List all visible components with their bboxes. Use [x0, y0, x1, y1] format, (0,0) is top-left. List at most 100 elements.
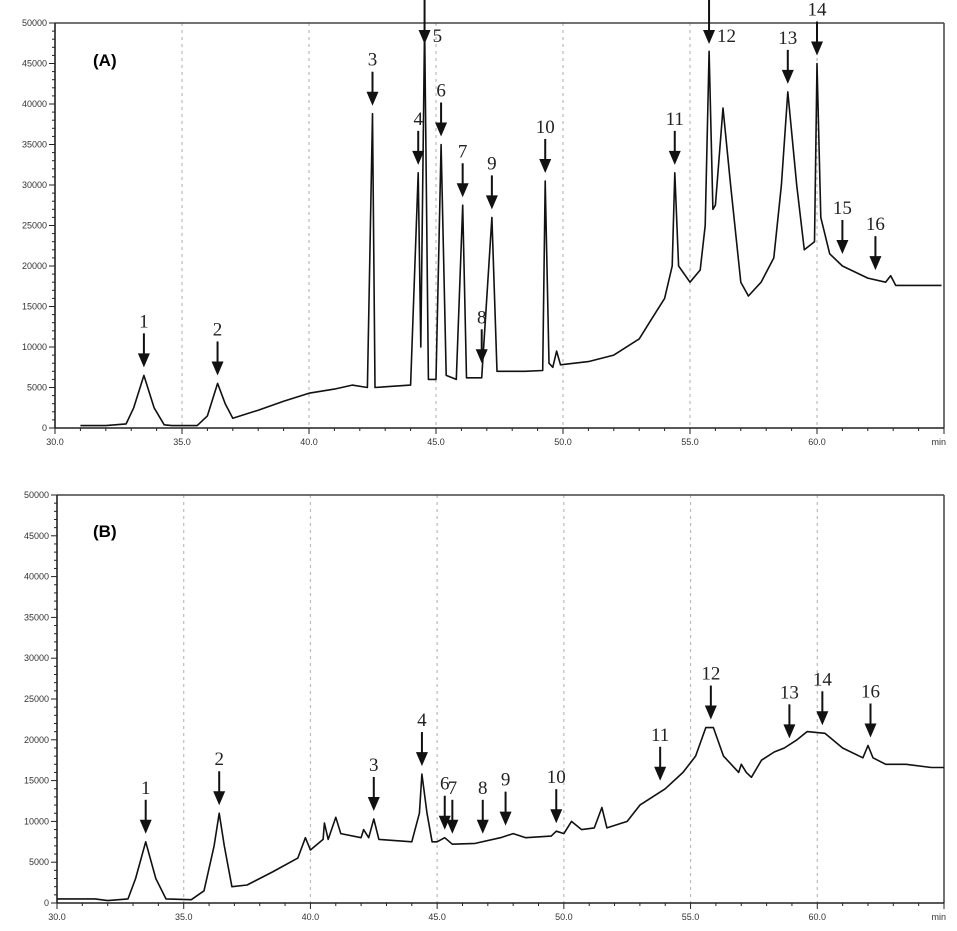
peak-arrow-head-icon [704, 705, 717, 720]
peak-arrow-head-icon [485, 195, 498, 210]
y-tick-label: 5000 [27, 383, 47, 393]
x-tick-label: 55.0 [681, 437, 699, 447]
peak-label: 12 [701, 664, 720, 685]
peak-arrow-head-icon [438, 815, 451, 830]
y-tick-label: 40000 [24, 572, 49, 582]
y-tick-label: 15000 [22, 302, 47, 312]
peak-label: 6 [436, 81, 446, 102]
y-tick-label: 25000 [24, 694, 49, 704]
peak-label: 1 [139, 311, 149, 332]
peak-label: 3 [369, 755, 379, 776]
y-tick-label: 15000 [24, 776, 49, 786]
x-tick-label: 50.0 [555, 912, 573, 922]
peak-label: 14 [808, 0, 828, 21]
y-tick-label: 25000 [22, 221, 47, 231]
x-tick-label: 55.0 [682, 912, 700, 922]
peak-label: 16 [861, 682, 880, 703]
peak-arrow-head-icon [781, 69, 794, 84]
y-tick-label: 20000 [22, 261, 47, 271]
peak-label: 6 [440, 774, 450, 795]
x-tick-label: 60.0 [808, 437, 826, 447]
peak-label: 8 [478, 778, 488, 799]
peak-arrow-head-icon [213, 791, 226, 806]
peak-arrow-head-icon [654, 766, 667, 781]
peak-arrow-head-icon [415, 752, 428, 767]
x-tick-label: 50.0 [554, 437, 572, 447]
chromatogram-trace [57, 726, 944, 902]
x-axis-unit-label: min [931, 437, 946, 447]
peak-label: 13 [780, 682, 799, 703]
peak-arrow-head-icon [475, 349, 488, 364]
peak-arrow-head-icon [869, 256, 882, 271]
peak-arrow-head-icon [783, 724, 796, 739]
x-tick-label: 30.0 [46, 437, 64, 447]
peak-label: 11 [651, 725, 669, 746]
chromatogram-panel-b: 0 5000 10000 15000 20000 25000 30000 35000 40000… [24, 490, 946, 922]
y-tick-label: 45000 [22, 59, 47, 69]
y-tick-label: 45000 [24, 531, 49, 541]
peak-arrow-head-icon [836, 239, 849, 254]
peak-arrow-head-icon [435, 122, 448, 137]
peak-arrow-head-icon [412, 150, 425, 165]
peak-label: 10 [536, 117, 555, 138]
x-axis-unit-label: min [931, 912, 946, 922]
x-tick-label: 45.0 [428, 912, 446, 922]
peak-arrow-head-icon [499, 811, 512, 826]
panel-label: (B) [93, 522, 117, 541]
y-tick-label: 40000 [22, 99, 47, 109]
peak-label: 11 [666, 109, 684, 130]
peak-arrow-head-icon [211, 361, 224, 376]
chromatogram-trace [80, 23, 942, 427]
y-tick-label: 30000 [22, 180, 47, 190]
chromatogram-panel-a: 0 5000 10000 15000 20000 25000 30000 35000 40000… [22, 0, 946, 447]
peak-label: 2 [214, 749, 224, 770]
peak-arrow-head-icon [703, 30, 716, 44]
peak-arrow-head-icon [550, 809, 563, 824]
peak-label: 9 [487, 153, 497, 174]
peak-label: 12 [717, 26, 736, 47]
y-tick-label: 0 [42, 423, 47, 433]
peak-arrow-head-icon [811, 41, 823, 56]
panel-label: (A) [93, 51, 117, 70]
peak-label: 15 [833, 198, 852, 219]
peak-label: 2 [213, 319, 223, 340]
peak-arrow-head-icon [539, 158, 552, 173]
y-tick-label: 5000 [29, 857, 49, 867]
peak-label: 7 [448, 778, 458, 799]
peak-arrow-head-icon [476, 819, 489, 834]
peak-arrow-head-icon [668, 150, 681, 165]
peak-arrow-head-icon [367, 796, 380, 811]
peak-label: 4 [413, 109, 423, 130]
peak-arrow-head-icon [456, 183, 469, 198]
peak-label: 5 [433, 26, 443, 47]
peak-label: 16 [866, 214, 885, 235]
y-tick-label: 30000 [24, 653, 49, 663]
peak-label: 7 [458, 141, 468, 162]
peak-arrow-head-icon [446, 819, 459, 834]
x-tick-label: 30.0 [48, 912, 66, 922]
peak-label: 10 [547, 767, 566, 788]
x-tick-label: 40.0 [300, 437, 318, 447]
peak-label: 14 [813, 669, 833, 690]
y-tick-label: 50000 [22, 18, 47, 28]
x-tick-label: 40.0 [302, 912, 320, 922]
y-tick-label: 35000 [24, 612, 49, 622]
x-tick-label: 60.0 [809, 912, 827, 922]
peak-label: 13 [778, 28, 797, 49]
peak-arrow-head-icon [139, 819, 152, 834]
peak-arrow-head-icon [366, 91, 379, 106]
peak-label: 9 [501, 770, 511, 791]
peak-label: 1 [141, 778, 151, 799]
peak-label: 3 [368, 50, 378, 71]
peak-label: 8 [477, 307, 487, 328]
y-tick-label: 20000 [24, 735, 49, 745]
y-tick-label: 35000 [22, 140, 47, 150]
x-tick-label: 35.0 [173, 437, 191, 447]
y-tick-label: 10000 [22, 342, 47, 352]
peak-label: 4 [417, 710, 427, 731]
peak-arrow-head-icon [137, 353, 150, 368]
peak-arrow-head-icon [864, 723, 877, 738]
x-tick-label: 45.0 [427, 437, 445, 447]
y-tick-label: 50000 [24, 490, 49, 500]
